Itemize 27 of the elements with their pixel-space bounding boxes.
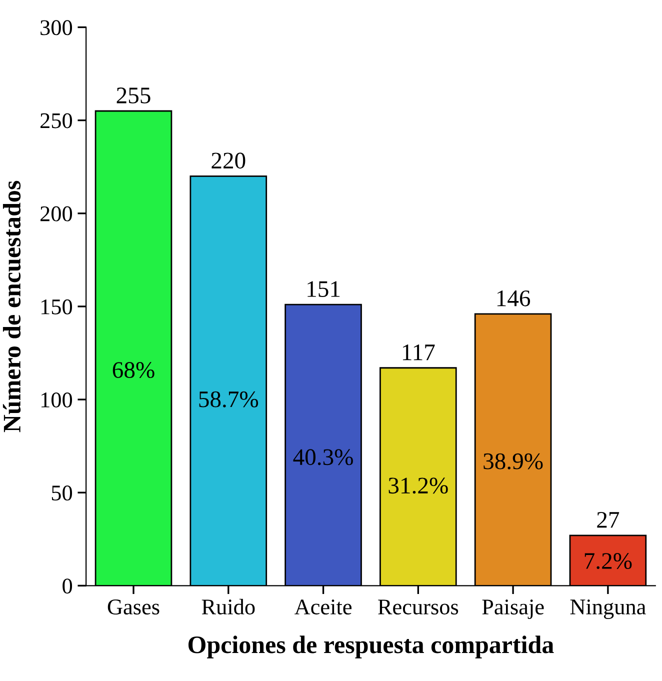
y-tick-label: 200 (40, 206, 72, 222)
annotation: 40.3% (293, 449, 353, 466)
x-tick-label: Recursos (378, 600, 458, 614)
y-axis-title: Número de encuestados (2, 180, 21, 432)
y-tick-label: 100 (41, 392, 72, 408)
data-label: 146 (497, 290, 530, 306)
x-axis-title: Opciones de respuesta compartida (188, 636, 554, 658)
annotation: 38.9% (484, 453, 543, 470)
annotation: 7.2% (584, 553, 632, 570)
x-tick-label: Ninguna (570, 599, 646, 620)
x-tick-label: Paisaje (482, 600, 544, 620)
x-tick-label: Ruido (202, 598, 255, 614)
data-label: 27 (597, 512, 620, 528)
y-tick-label: 300 (40, 20, 72, 36)
data-label: 255 (116, 88, 150, 104)
y-tick-label: 150 (41, 299, 72, 314)
annotation: 68% (112, 362, 154, 378)
annotation: 31.2% (388, 478, 448, 494)
data-label: 220 (212, 152, 246, 169)
x-tick-label: Gases (108, 600, 160, 614)
y-tick-label: 0 (62, 578, 72, 594)
data-label: 151 (308, 281, 340, 298)
y-tick-label: 50 (52, 486, 72, 501)
y-tick-label: 250 (40, 113, 72, 128)
data-label: 117 (402, 344, 435, 360)
annotation: 58.7% (199, 391, 258, 408)
x-tick-label: Aceite (294, 600, 352, 614)
